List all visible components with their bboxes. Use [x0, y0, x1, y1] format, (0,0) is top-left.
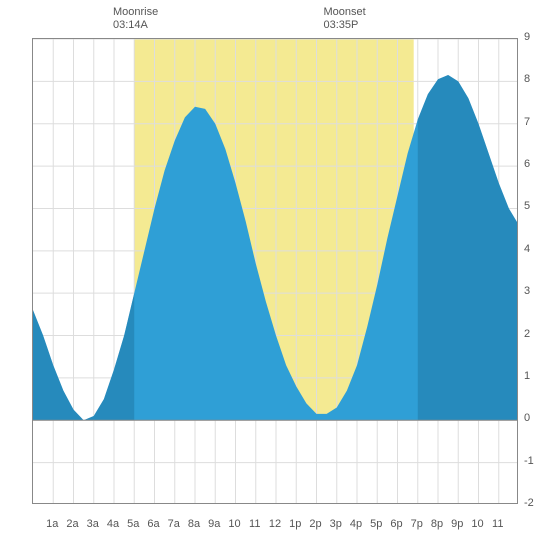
- x-tick: 1p: [289, 518, 301, 530]
- x-tick: 11: [249, 518, 260, 530]
- moonrise-time: 03:14A: [113, 19, 148, 31]
- x-tick: 8p: [431, 518, 443, 530]
- x-tick: 3p: [330, 518, 342, 530]
- x-tick: 5p: [370, 518, 382, 530]
- y-tick: 6: [524, 158, 530, 170]
- x-tick: 9p: [451, 518, 463, 530]
- y-tick: 5: [524, 200, 530, 212]
- x-tick: 10: [471, 518, 483, 530]
- x-tick: 8a: [188, 518, 200, 530]
- y-tick: -2: [524, 497, 534, 509]
- x-tick: 7a: [168, 518, 180, 530]
- y-tick: 9: [524, 31, 530, 43]
- y-tick: 2: [524, 328, 530, 340]
- moonset-label: Moonset 03:35P: [323, 6, 365, 32]
- y-tick: 3: [524, 285, 530, 297]
- moonrise-label: Moonrise 03:14A: [113, 6, 158, 32]
- y-tick: 0: [524, 412, 530, 424]
- moonset-time: 03:35P: [323, 19, 358, 31]
- x-tick: 12: [269, 518, 281, 530]
- plot-svg: [33, 39, 518, 504]
- x-tick: 3a: [87, 518, 99, 530]
- y-tick: 8: [524, 73, 530, 85]
- x-tick: 2a: [66, 518, 78, 530]
- x-tick: 4a: [107, 518, 119, 530]
- y-tick: -1: [524, 455, 534, 467]
- x-tick: 7p: [411, 518, 423, 530]
- moonrise-title: Moonrise: [113, 6, 158, 18]
- x-tick: 1a: [46, 518, 58, 530]
- tide-area-night-pm: [418, 75, 518, 420]
- moonset-title: Moonset: [323, 6, 365, 18]
- x-tick: 4p: [350, 518, 362, 530]
- x-tick: 11: [492, 518, 503, 530]
- y-tick: 1: [524, 370, 530, 382]
- x-tick: 10: [228, 518, 240, 530]
- tide-area-night-am: [33, 293, 134, 420]
- x-tick: 6a: [147, 518, 159, 530]
- y-tick: 7: [524, 116, 530, 128]
- y-tick: 4: [524, 243, 530, 255]
- tide-chart: Moonrise 03:14A Moonset 03:35P -2-101234…: [0, 0, 550, 550]
- x-tick: 5a: [127, 518, 139, 530]
- plot-area: [32, 38, 518, 504]
- x-tick: 6p: [390, 518, 402, 530]
- x-tick: 9a: [208, 518, 220, 530]
- x-tick: 2p: [309, 518, 321, 530]
